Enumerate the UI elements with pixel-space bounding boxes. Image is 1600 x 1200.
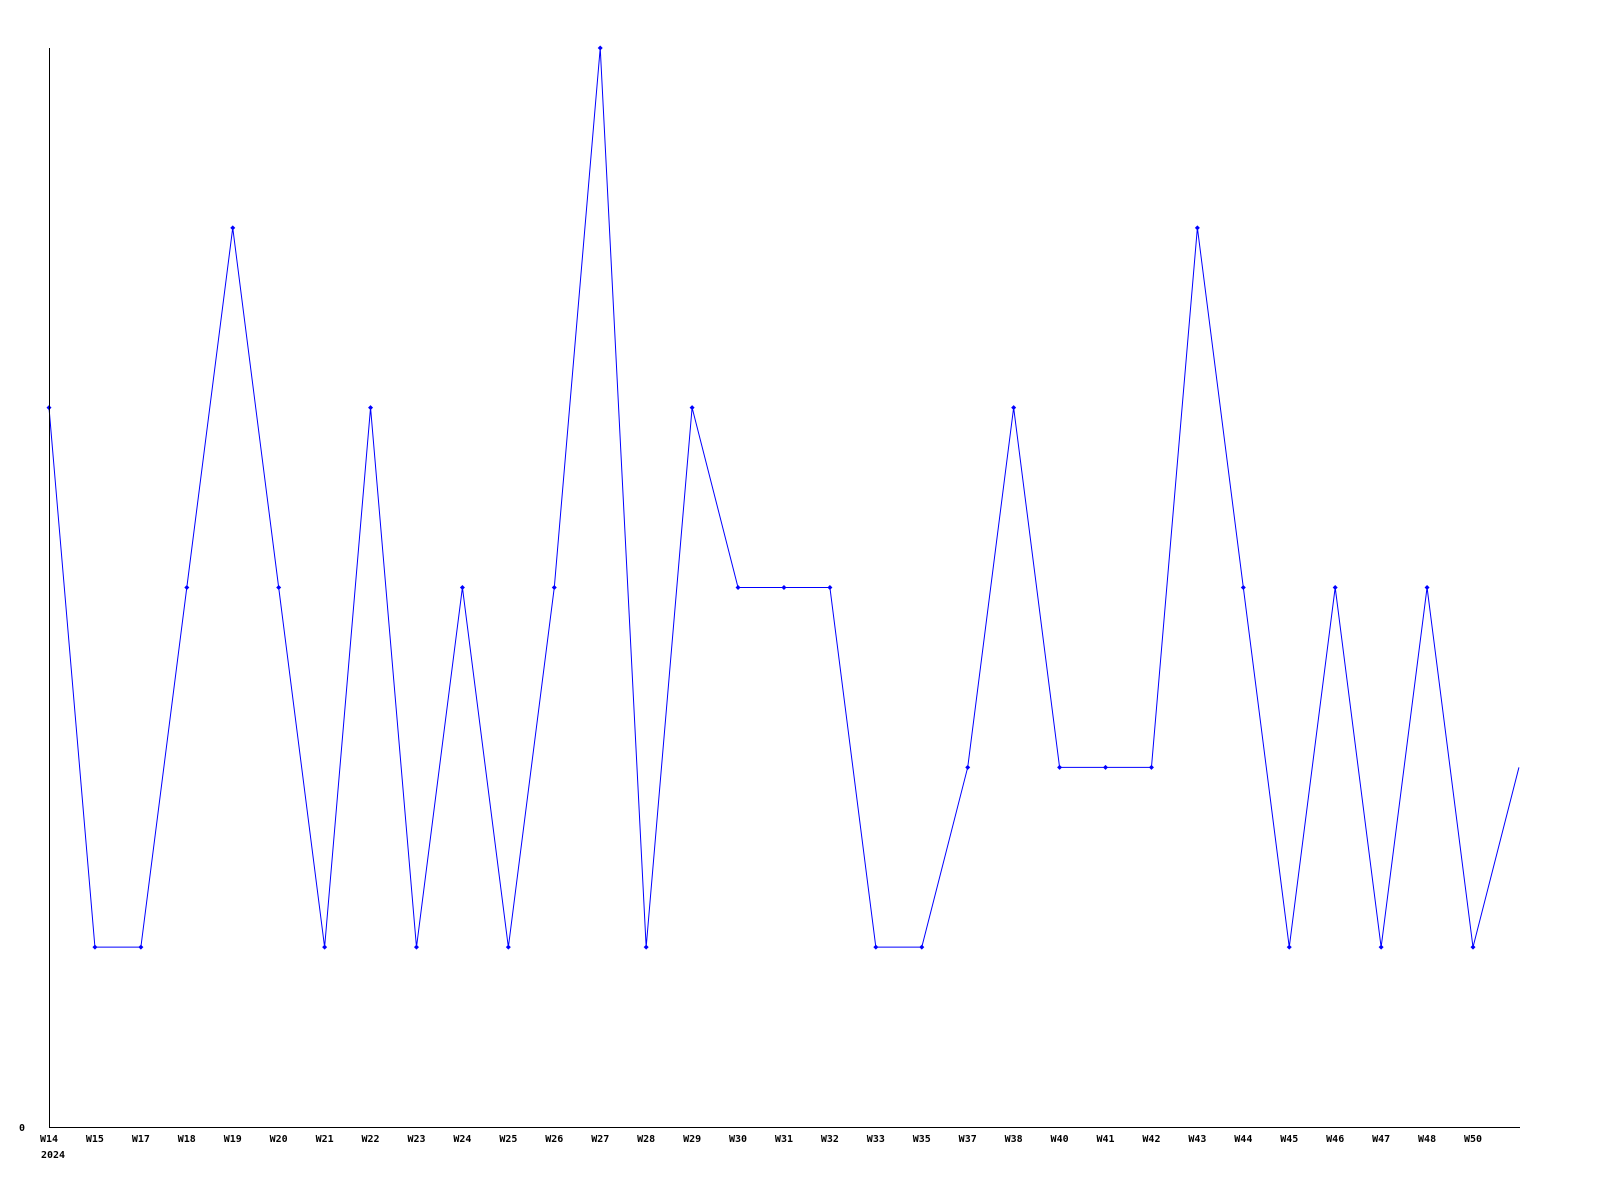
data-point bbox=[184, 585, 190, 590]
x-tick-label: W31 bbox=[775, 1134, 793, 1145]
data-point bbox=[1103, 764, 1109, 770]
data-point bbox=[965, 764, 971, 770]
data-point bbox=[1424, 585, 1430, 590]
x-tick-label: W21 bbox=[316, 1134, 334, 1145]
x-tick-label: W37 bbox=[959, 1134, 977, 1145]
data-point bbox=[505, 944, 511, 950]
data-point bbox=[597, 45, 603, 51]
data-point bbox=[551, 585, 557, 590]
data-point bbox=[322, 944, 328, 950]
x-tick-label: W38 bbox=[1005, 1134, 1023, 1145]
data-point bbox=[276, 585, 282, 590]
x-tick-label: W40 bbox=[1051, 1134, 1069, 1145]
data-point bbox=[873, 944, 879, 950]
x-tick-label: W25 bbox=[499, 1134, 517, 1145]
x-tick-label: W45 bbox=[1280, 1134, 1298, 1145]
series-line bbox=[48, 47, 1520, 948]
data-point bbox=[689, 405, 695, 411]
x-tick-label: W23 bbox=[407, 1134, 425, 1145]
data-point bbox=[368, 405, 374, 411]
data-point bbox=[1378, 944, 1384, 950]
x-tick-label: W46 bbox=[1326, 1134, 1344, 1145]
x-tick-label: W24 bbox=[453, 1134, 471, 1145]
data-point bbox=[230, 225, 236, 231]
x-tick-label: W29 bbox=[683, 1134, 701, 1145]
x-tick-label: W15 bbox=[86, 1134, 104, 1145]
x-tick-label: W26 bbox=[545, 1134, 563, 1145]
x-tick-label: W27 bbox=[591, 1134, 609, 1145]
data-point bbox=[1470, 944, 1476, 950]
data-point bbox=[1286, 944, 1292, 950]
data-point bbox=[1240, 585, 1246, 590]
data-point bbox=[643, 944, 649, 950]
data-point bbox=[919, 944, 925, 950]
data-point bbox=[827, 585, 833, 590]
data-point bbox=[1194, 225, 1200, 231]
x-tick-label: W43 bbox=[1188, 1134, 1206, 1145]
x-tick-label: W22 bbox=[362, 1134, 380, 1145]
year-label: 2024 bbox=[41, 1150, 65, 1161]
x-tick-label: W35 bbox=[913, 1134, 931, 1145]
x-tick-label: W48 bbox=[1418, 1134, 1436, 1145]
x-tick-label: W44 bbox=[1234, 1134, 1252, 1145]
x-tick-label: W42 bbox=[1142, 1134, 1160, 1145]
x-tick-label: W18 bbox=[178, 1134, 196, 1145]
x-tick-label: W28 bbox=[637, 1134, 655, 1145]
x-tick-label: W50 bbox=[1464, 1134, 1482, 1145]
data-point bbox=[1011, 405, 1017, 411]
x-tick-label: W14 bbox=[40, 1134, 58, 1145]
x-tick-label: W20 bbox=[270, 1134, 288, 1145]
x-tick-label: W19 bbox=[224, 1134, 242, 1145]
x-tick-label: W30 bbox=[729, 1134, 747, 1145]
data-point bbox=[459, 585, 465, 590]
data-point bbox=[92, 944, 98, 950]
x-tick-label: W41 bbox=[1096, 1134, 1114, 1145]
data-point bbox=[413, 944, 419, 950]
data-point bbox=[781, 585, 787, 590]
x-tick-label: W17 bbox=[132, 1134, 150, 1145]
x-tick-label: W32 bbox=[821, 1134, 839, 1145]
data-point bbox=[1057, 764, 1063, 770]
data-point bbox=[138, 944, 144, 950]
y-tick-label: 0 bbox=[19, 1123, 25, 1134]
data-point bbox=[1332, 585, 1338, 590]
x-tick-label: W47 bbox=[1372, 1134, 1390, 1145]
data-point bbox=[735, 585, 741, 590]
x-tick-label: W33 bbox=[867, 1134, 885, 1145]
data-point bbox=[1148, 764, 1154, 770]
